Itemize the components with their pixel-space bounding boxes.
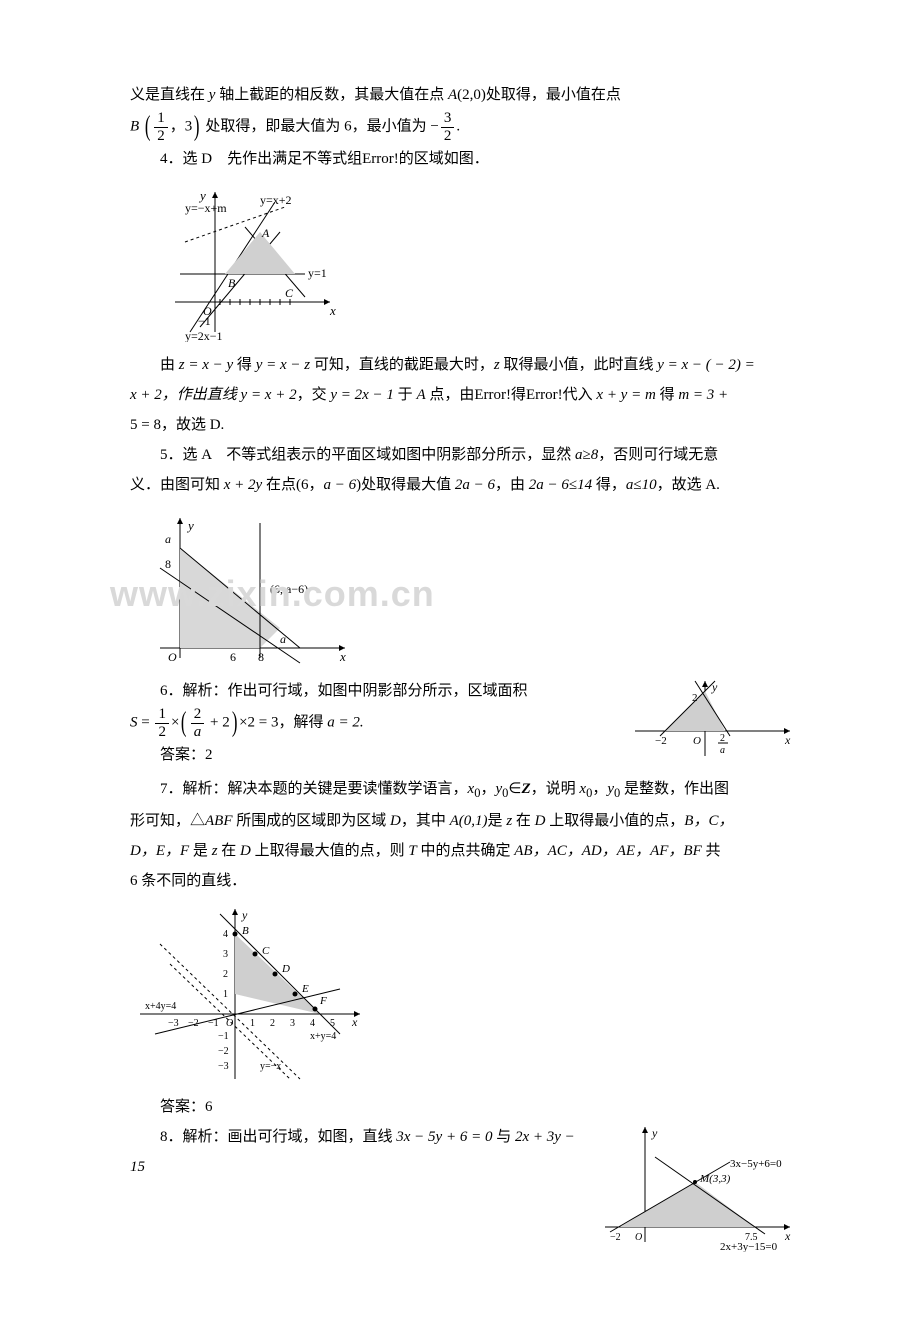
svg-text:x+y=4: x+y=4 (310, 1031, 336, 1042)
svg-text:x: x (339, 649, 346, 664)
figure-5: y 3x−5y+6=0 M(3,3) −2 O 7.5 x 2x+3y−15=0 (600, 1122, 800, 1252)
svg-text:2x+3y−15=0: 2x+3y−15=0 (720, 1241, 778, 1252)
svg-text:y=2x−1: y=2x−1 (185, 329, 223, 342)
figure-3: y 2 −2 O 2 a x (630, 676, 800, 766)
svg-text:y=−x+m: y=−x+m (185, 201, 227, 215)
svg-text:4: 4 (223, 929, 228, 940)
svg-text:x: x (784, 1229, 791, 1243)
figure-1: x y y=−x+m y=x+2 A y=1 B C O −1 y=2x−1 (130, 182, 800, 342)
svg-text:−2: −2 (655, 735, 667, 747)
svg-text:−1: −1 (208, 1018, 219, 1029)
q4-text-b: x + 2，作出直线 y = x + 2，交 y = 2x − 1 于 A 点，… (130, 380, 800, 410)
svg-text:2: 2 (692, 692, 698, 704)
svg-text:a: a (720, 745, 725, 756)
svg-text:3: 3 (223, 949, 228, 960)
svg-text:C: C (285, 286, 294, 300)
para1: 义是直线在 y 轴上截距的相反数，其最大值在点 A(2,0)处取得，最小值在点 (130, 80, 800, 110)
figure-4: B C D E F y 4 3 2 1 x+4y=4 −3 −2 −1 O 1 … (130, 904, 800, 1084)
svg-text:x: x (784, 733, 791, 747)
svg-text:y=−x: y=−x (260, 1061, 281, 1072)
svg-text:6: 6 (230, 650, 236, 664)
q4-label: 4．选 D 先作出满足不等式组Error!的区域如图． (130, 144, 800, 174)
svg-text:(6, a−6): (6, a−6) (270, 582, 308, 596)
svg-text:2: 2 (270, 1018, 275, 1029)
q7-text-d: 6 条不同的直线． (130, 866, 800, 896)
q7-answer: 答案：6 (160, 1092, 800, 1122)
svg-text:O: O (693, 735, 701, 747)
svg-text:2: 2 (720, 733, 725, 744)
svg-text:−2: −2 (188, 1018, 199, 1029)
svg-text:−3: −3 (218, 1061, 229, 1072)
para2: B (12，3) 处取得，即最大值为 6，最小值为 −32. (130, 110, 800, 144)
svg-text:8: 8 (165, 557, 171, 571)
svg-text:y: y (651, 1126, 658, 1140)
q4-text-a: 由 z = x − y 得 y = x − z 可知，直线的截距最大时，z 取得… (130, 350, 800, 380)
svg-text:B: B (228, 276, 236, 290)
figure-2: y a 8 (6, a−6) a O 6 8 x (130, 508, 800, 668)
svg-text:8: 8 (258, 650, 264, 664)
svg-text:5: 5 (330, 1018, 335, 1029)
svg-text:y: y (711, 680, 718, 694)
q7-text-a: 7．解析：解决本题的关键是要读懂数学语言，x0，y0∈Z，说明 x0，y0 是整… (130, 774, 800, 806)
q7-text-b: 形可知，△ABF 所围成的区域即为区域 D，其中 A(0,1)是 z 在 D 上… (130, 806, 800, 836)
svg-text:−1: −1 (198, 314, 211, 328)
svg-text:M(3,3): M(3,3) (699, 1173, 731, 1185)
svg-text:F: F (319, 995, 327, 1007)
svg-text:1: 1 (250, 1018, 255, 1029)
q5-text-a: 5．选 A 不等式组表示的平面区域如图中阴影部分所示，显然 a≥8，否则可行域无… (130, 440, 800, 470)
svg-text:B: B (242, 925, 249, 937)
svg-text:2: 2 (223, 969, 228, 980)
svg-text:A: A (261, 226, 270, 240)
svg-text:−2: −2 (610, 1232, 621, 1243)
q5-text-b: 义．由图可知 x + 2y 在点(6，a − 6)处取得最大值 2a − 6，由… (130, 470, 800, 500)
svg-text:x: x (351, 1015, 358, 1029)
svg-text:O: O (168, 650, 177, 664)
svg-text:−2: −2 (218, 1046, 229, 1057)
svg-text:1: 1 (223, 989, 228, 1000)
svg-text:−3: −3 (168, 1018, 179, 1029)
svg-text:O: O (635, 1232, 642, 1243)
svg-text:a: a (165, 532, 171, 546)
svg-text:a: a (280, 632, 286, 646)
svg-text:y: y (186, 518, 194, 533)
svg-text:D: D (281, 963, 290, 975)
svg-text:E: E (301, 983, 309, 995)
svg-text:3: 3 (290, 1018, 295, 1029)
svg-text:C: C (262, 945, 270, 957)
svg-text:O: O (226, 1018, 233, 1029)
svg-text:4: 4 (310, 1018, 315, 1029)
svg-text:y: y (241, 908, 248, 922)
q7-text-c: D，E，F 是 z 在 D 上取得最大值的点，则 T 中的点共确定 AB，AC，… (130, 836, 800, 866)
svg-text:x+4y=4: x+4y=4 (145, 1001, 176, 1012)
svg-text:y=1: y=1 (308, 266, 327, 280)
svg-text:y=x+2: y=x+2 (260, 193, 292, 207)
svg-text:x: x (329, 303, 336, 318)
q4-text-c: 5 = 8，故选 D. (130, 410, 800, 440)
svg-text:−1: −1 (218, 1031, 229, 1042)
svg-text:3x−5y+6=0: 3x−5y+6=0 (730, 1158, 782, 1170)
